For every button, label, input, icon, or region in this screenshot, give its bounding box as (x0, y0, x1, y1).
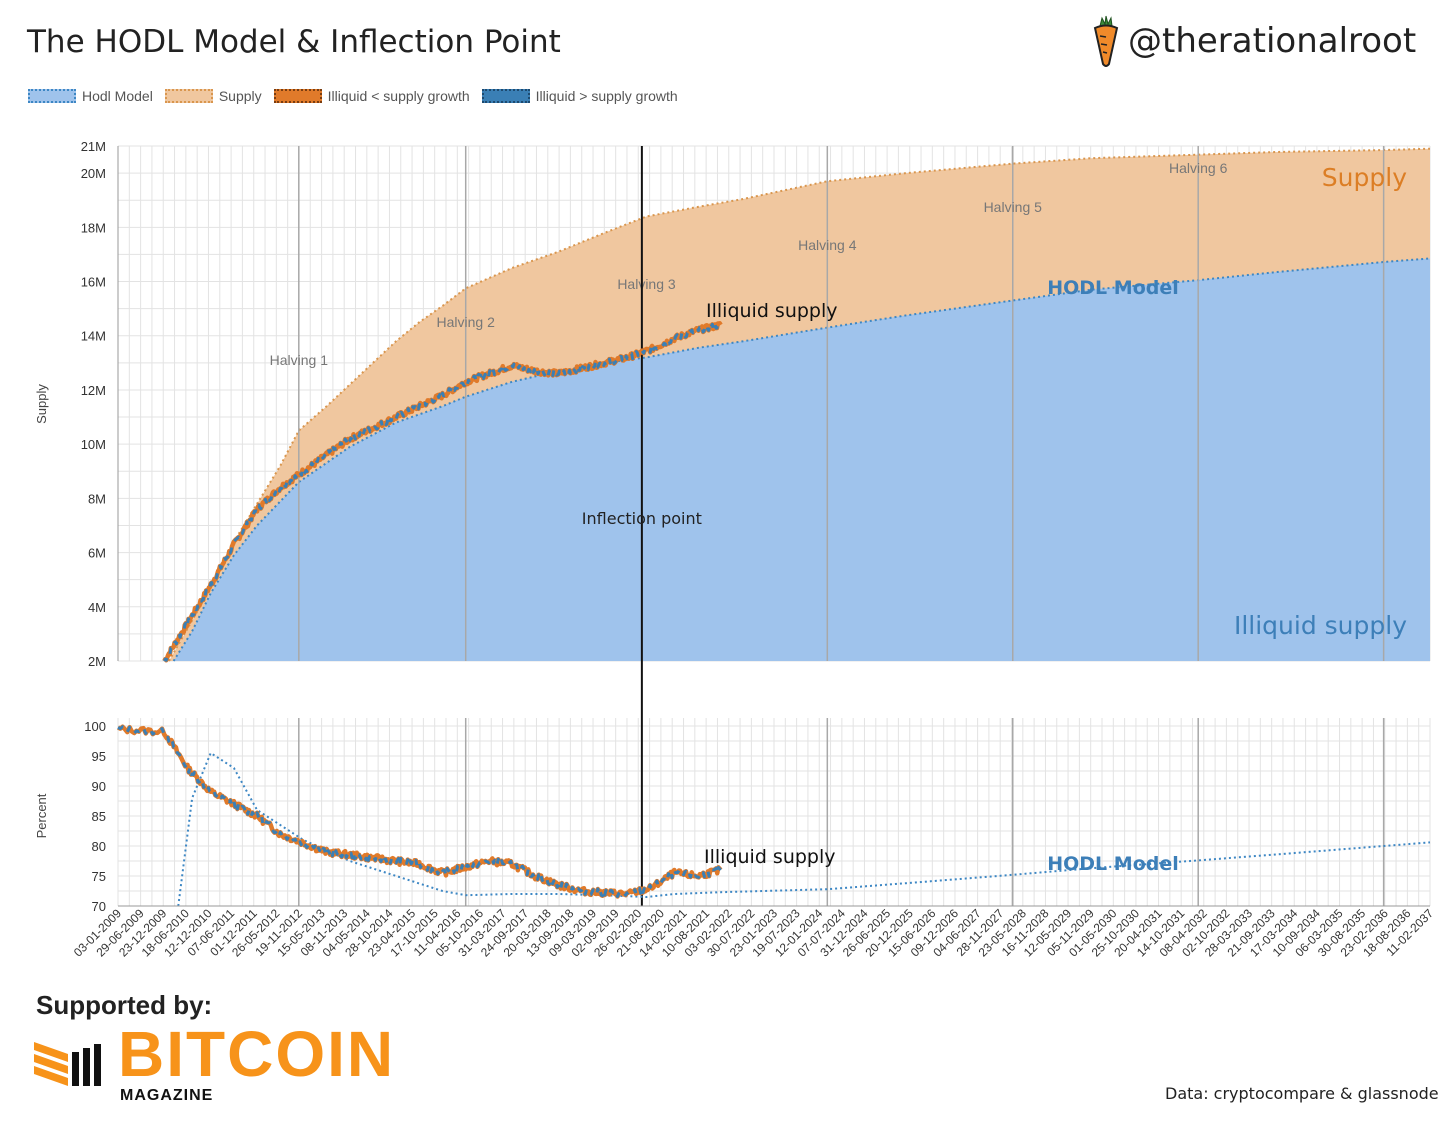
chart-legend: Hodl Model Supply Illiquid < supply grow… (28, 88, 690, 104)
legend-swatch-illiquid-lower (273, 89, 322, 103)
legend-label-illiquid-higher: Illiquid > supply growth (535, 88, 678, 104)
supply-annotation: Supply (1322, 163, 1407, 192)
legend-label-supply: Supply (218, 88, 262, 104)
y-tick-label-bottom: 75 (92, 869, 106, 884)
y-tick-label-top: 20M (81, 166, 106, 181)
hodl-chart: Halving 1 Halving 2 Halving 3 Halving 4 Halv… (34, 139, 1436, 960)
hodl-area (173, 258, 1430, 661)
y-axis-label-top: Supply (34, 384, 49, 424)
page-title: The HODL Model & Inflection Point (27, 24, 561, 60)
y-tick-label-top: 10M (81, 437, 106, 452)
illiquid-supply-callout-top: Illiquid supply (706, 300, 838, 322)
y-tick-label-top: 14M (81, 329, 106, 344)
legend-swatch-illiquid-higher (481, 89, 530, 103)
legend-label-hodl: Hodl Model (82, 88, 153, 104)
y-tick-label-top: 12M (81, 383, 106, 398)
legend-item-illiquid-higher[interactable]: Illiquid > supply growth (481, 88, 678, 104)
illiquid-supply-line-blue (163, 321, 722, 662)
illiquid-supply-annotation: Illiquid supply (1234, 611, 1407, 640)
y-tick-label-bottom: 85 (92, 809, 106, 824)
hodl-model-annotation: HODL Model (1047, 277, 1179, 299)
brand-sub: MAGAZINE (120, 1087, 214, 1104)
y-tick-label-top: 8M (88, 491, 106, 506)
y-tick-label-top: 18M (81, 220, 106, 235)
legend-item-hodl[interactable]: Hodl Model (28, 88, 153, 104)
y-tick-label-top: 21M (81, 139, 106, 154)
hodl-line (172, 257, 1431, 662)
brand-name: BITCOIN (118, 1018, 396, 1090)
halving-label: Halving 5 (984, 199, 1043, 215)
halving-label: Halving 1 (270, 352, 329, 368)
y-axis-label-bottom: Percent (34, 793, 49, 838)
legend-swatch-hodl (28, 89, 76, 103)
y-tick-label-top: 6M (88, 546, 106, 561)
hodl-percent-line (177, 751, 1431, 907)
y-tick-label-bottom: 80 (92, 839, 106, 854)
legend-swatch-supply (164, 89, 213, 103)
halving-label: Halving 3 (617, 276, 676, 292)
illiquid-percent-line-blue (117, 725, 722, 898)
y-tick-label-bottom: 100 (84, 719, 106, 734)
author-handle: @therationalroot (1092, 14, 1416, 68)
handle-text: @therationalroot (1128, 21, 1417, 61)
y-tick-label-bottom: 70 (92, 899, 106, 914)
halving-label: Halving 4 (798, 237, 857, 253)
y-tick-label-bottom: 95 (92, 749, 106, 764)
halving-label: Halving 2 (437, 314, 496, 330)
y-tick-label-top: 4M (88, 600, 106, 615)
y-tick-label-top: 16M (81, 275, 106, 290)
data-source: Data: cryptocompare & glassnode (1165, 1084, 1439, 1103)
illiquid-supply-callout-bottom: Illiquid supply (704, 846, 836, 868)
legend-item-illiquid-lower[interactable]: Illiquid < supply growth (273, 88, 470, 104)
inflection-label: Inflection point (582, 509, 702, 528)
bitcoin-magazine-logo-icon (34, 1042, 101, 1086)
supported-by-label: Supported by: (36, 990, 213, 1020)
carrot-icon (1093, 15, 1119, 67)
legend-item-supply[interactable]: Supply (164, 88, 262, 104)
y-tick-label-bottom: 90 (92, 779, 106, 794)
legend-label-illiquid-lower: Illiquid < supply growth (327, 88, 470, 104)
halving-label: Halving 6 (1169, 160, 1228, 176)
hodl-model-annotation-bottom: HODL Model (1047, 853, 1179, 875)
y-tick-label-top: 2M (88, 654, 106, 669)
